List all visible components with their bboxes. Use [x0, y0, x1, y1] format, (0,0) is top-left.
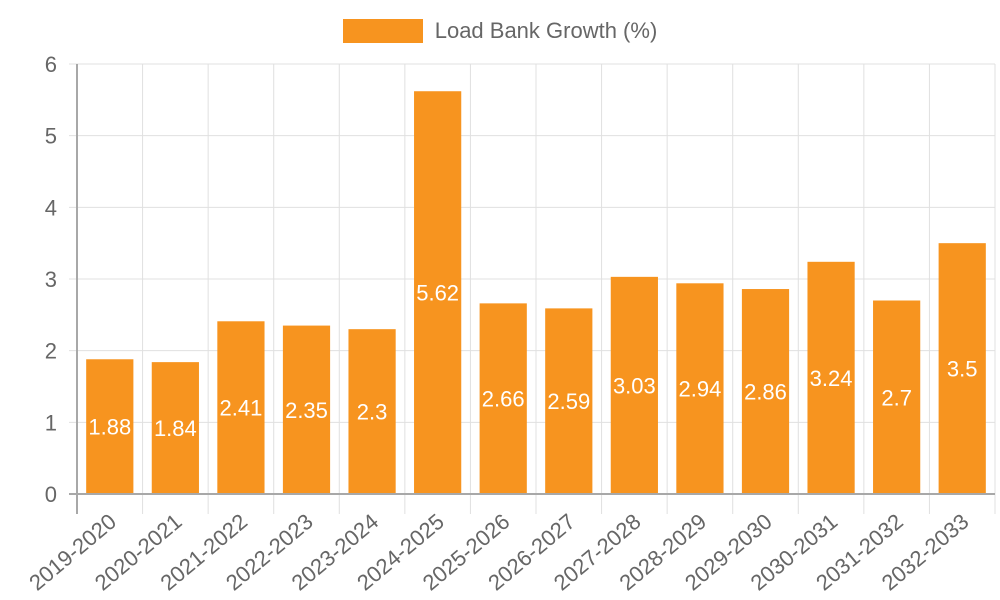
data-label: 2.86 — [744, 380, 787, 405]
data-label: 2.41 — [220, 396, 263, 421]
bars — [86, 91, 986, 494]
bar — [741, 289, 790, 494]
y-tick-label: 3 — [45, 267, 57, 292]
axes — [69, 64, 995, 514]
x-axis-ticks: 2019-20202020-20212021-20222022-20232023… — [24, 509, 973, 596]
bar — [938, 243, 986, 494]
bar — [282, 325, 331, 494]
data-label: 2.59 — [547, 389, 590, 414]
bar — [348, 329, 396, 494]
bar — [479, 303, 527, 494]
grid-lines — [69, 63, 996, 514]
y-tick-label: 4 — [45, 195, 57, 220]
y-tick-label: 2 — [45, 339, 57, 364]
legend-label: Load Bank Growth (%) — [434, 18, 658, 43]
bar — [545, 308, 593, 494]
bar — [807, 261, 855, 494]
y-tick-label: 1 — [45, 410, 57, 435]
y-tick-label: 0 — [45, 482, 57, 507]
bar — [151, 362, 199, 494]
bar — [610, 276, 658, 494]
bar — [86, 359, 134, 494]
bar — [873, 300, 921, 494]
data-label: 3.5 — [947, 357, 978, 382]
bar — [676, 283, 724, 494]
data-label: 1.84 — [154, 416, 197, 441]
data-labels: 1.88 1.84 2.41 2.35 2.3 5.62 2.66 2.59 3.03 2.94 2… — [88, 281, 977, 441]
y-tick-label: 5 — [45, 124, 57, 149]
data-label: 2.94 — [679, 377, 722, 402]
data-label: 3.24 — [810, 366, 853, 391]
data-label: 1.88 — [88, 415, 131, 440]
data-label: 2.7 — [881, 385, 912, 410]
data-label: 2.66 — [482, 387, 525, 412]
bar — [217, 321, 265, 494]
bar — [414, 91, 462, 494]
chart-legend[interactable]: Load Bank Growth (%) — [0, 18, 1000, 44]
data-label: 3.03 — [613, 373, 656, 398]
y-tick-label: 6 — [45, 52, 57, 77]
data-label: 2.35 — [285, 398, 328, 423]
data-label: 2.3 — [357, 400, 388, 425]
legend-swatch — [342, 19, 423, 43]
y-axis-ticks: 0 1 2 3 4 5 6 — [45, 52, 57, 507]
data-label: 5.62 — [416, 281, 459, 306]
